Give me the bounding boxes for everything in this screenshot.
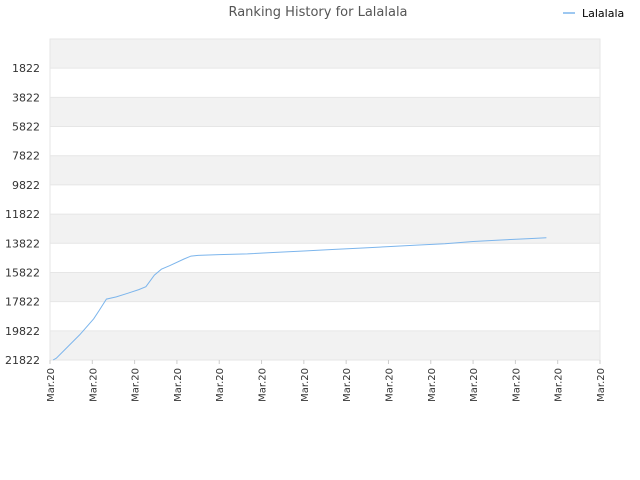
y-tick-label: 1822 <box>12 62 40 75</box>
plot-band <box>50 184 600 215</box>
x-tick-label: Mar.20 <box>46 368 57 402</box>
x-tick-label: Mar.20 <box>215 368 226 402</box>
legend[interactable]: Lalalala <box>563 7 624 20</box>
x-tick-label: Mar.20 <box>596 368 607 402</box>
y-tick-label: 7822 <box>12 150 40 163</box>
x-tick-label: Mar.20 <box>88 368 99 402</box>
x-tick-label: Mar.20 <box>131 368 142 402</box>
x-axis: Mar.20 Mar.20 Mar.20 Mar.20 Mar.20 Mar.20 Mar.… <box>46 360 607 402</box>
series-layer <box>52 237 547 361</box>
y-tick-label: 9822 <box>12 179 40 192</box>
y-axis: 1822 3822 5822 7822 9822 11822 13822 15822 17822… <box>5 62 40 367</box>
x-tick-label: Mar.20 <box>300 368 311 402</box>
plot-band <box>50 214 600 244</box>
x-tick-label: Mar.20 <box>173 368 184 402</box>
plot-band <box>50 126 600 156</box>
x-tick-label: Mar.20 <box>258 368 269 402</box>
y-tick-label: 3822 <box>12 91 40 104</box>
y-tick-label: 5822 <box>12 121 40 134</box>
plot-band <box>50 330 600 360</box>
plot-band <box>50 68 600 98</box>
y-tick-label: 15822 <box>5 266 40 279</box>
plot-band <box>50 97 600 127</box>
x-tick-label: Mar.20 <box>554 368 565 402</box>
plot-bands <box>50 39 600 360</box>
x-tick-label: Mar.20 <box>342 368 353 402</box>
y-tick-label: 19822 <box>5 325 40 338</box>
plot-band <box>50 301 600 331</box>
plot-band <box>50 272 600 302</box>
x-tick-label: Mar.20 <box>511 368 522 402</box>
y-tick-label: 21822 <box>5 354 40 367</box>
plot-band <box>50 243 600 273</box>
plot-band <box>50 39 600 69</box>
y-tick-label: 13822 <box>5 237 40 250</box>
x-tick-label: Mar.20 <box>469 368 480 402</box>
legend-label: Lalalala <box>582 7 624 20</box>
y-tick-label: 17822 <box>5 296 40 309</box>
y-tick-label: 11822 <box>5 208 40 221</box>
plot-border <box>49 38 601 361</box>
x-tick-label: Mar.20 <box>384 368 395 402</box>
plot-band <box>50 155 600 185</box>
x-tick-label: Mar.20 <box>427 368 438 402</box>
chart-title: Ranking History for Lalalala <box>228 5 407 20</box>
series-line <box>52 237 547 361</box>
